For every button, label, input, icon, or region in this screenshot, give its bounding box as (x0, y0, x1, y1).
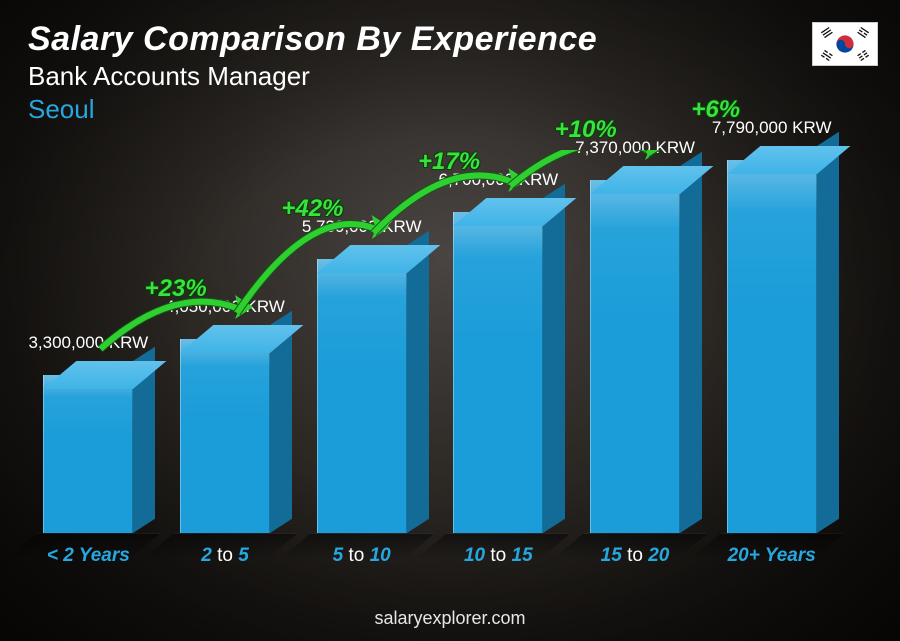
bar-slot-1: 4,050,000 KRW2 to 5 (157, 339, 294, 533)
chart-area: 3,300,000 KRW< 2 Years4,050,000 KRW2 to … (20, 150, 840, 571)
bar-1 (180, 339, 270, 533)
bars-container: 3,300,000 KRW< 2 Years4,050,000 KRW2 to … (20, 150, 840, 533)
bar-0 (43, 375, 133, 533)
bar-slot-0: 3,300,000 KRW< 2 Years (20, 375, 157, 533)
value-label-2: 5,730,000 KRW (282, 217, 442, 237)
title-block: Salary Comparison By Experience Bank Acc… (28, 20, 597, 125)
title-subtitle: Bank Accounts Manager (28, 61, 597, 92)
bar-side (543, 184, 565, 533)
bar-3 (453, 212, 543, 533)
footer-attribution: salaryexplorer.com (0, 608, 900, 629)
bar-side (680, 152, 702, 533)
bar-front (317, 259, 407, 533)
bar-front (453, 212, 543, 533)
category-label-5: 20+ Years (692, 545, 852, 567)
bar-side (407, 231, 429, 533)
bar-5 (727, 160, 817, 533)
bar-front (590, 180, 680, 533)
title-main: Salary Comparison By Experience (28, 20, 597, 59)
value-label-5: 7,790,000 KRW (692, 118, 852, 138)
value-label-4: 7,370,000 KRW (555, 138, 715, 158)
flag-icon (813, 23, 877, 65)
infographic-stage: Salary Comparison By Experience Bank Acc… (0, 0, 900, 641)
title-location: Seoul (28, 94, 597, 125)
value-label-0: 3,300,000 KRW (8, 333, 168, 353)
bar-slot-2: 5,730,000 KRW5 to 10 (293, 259, 430, 533)
bar-front (43, 375, 133, 533)
bar-side (817, 132, 839, 533)
value-label-3: 6,700,000 KRW (418, 170, 578, 190)
bar-slot-4: 7,370,000 KRW15 to 20 (567, 180, 704, 533)
bar-slot-5: 7,790,000 KRW20+ Years (703, 160, 840, 533)
bar-4 (590, 180, 680, 533)
bar-2 (317, 259, 407, 533)
value-label-1: 4,050,000 KRW (145, 297, 305, 317)
bar-front (180, 339, 270, 533)
bar-front (727, 160, 817, 533)
bar-slot-3: 6,700,000 KRW10 to 15 (430, 212, 567, 533)
flag-south-korea (812, 22, 878, 66)
